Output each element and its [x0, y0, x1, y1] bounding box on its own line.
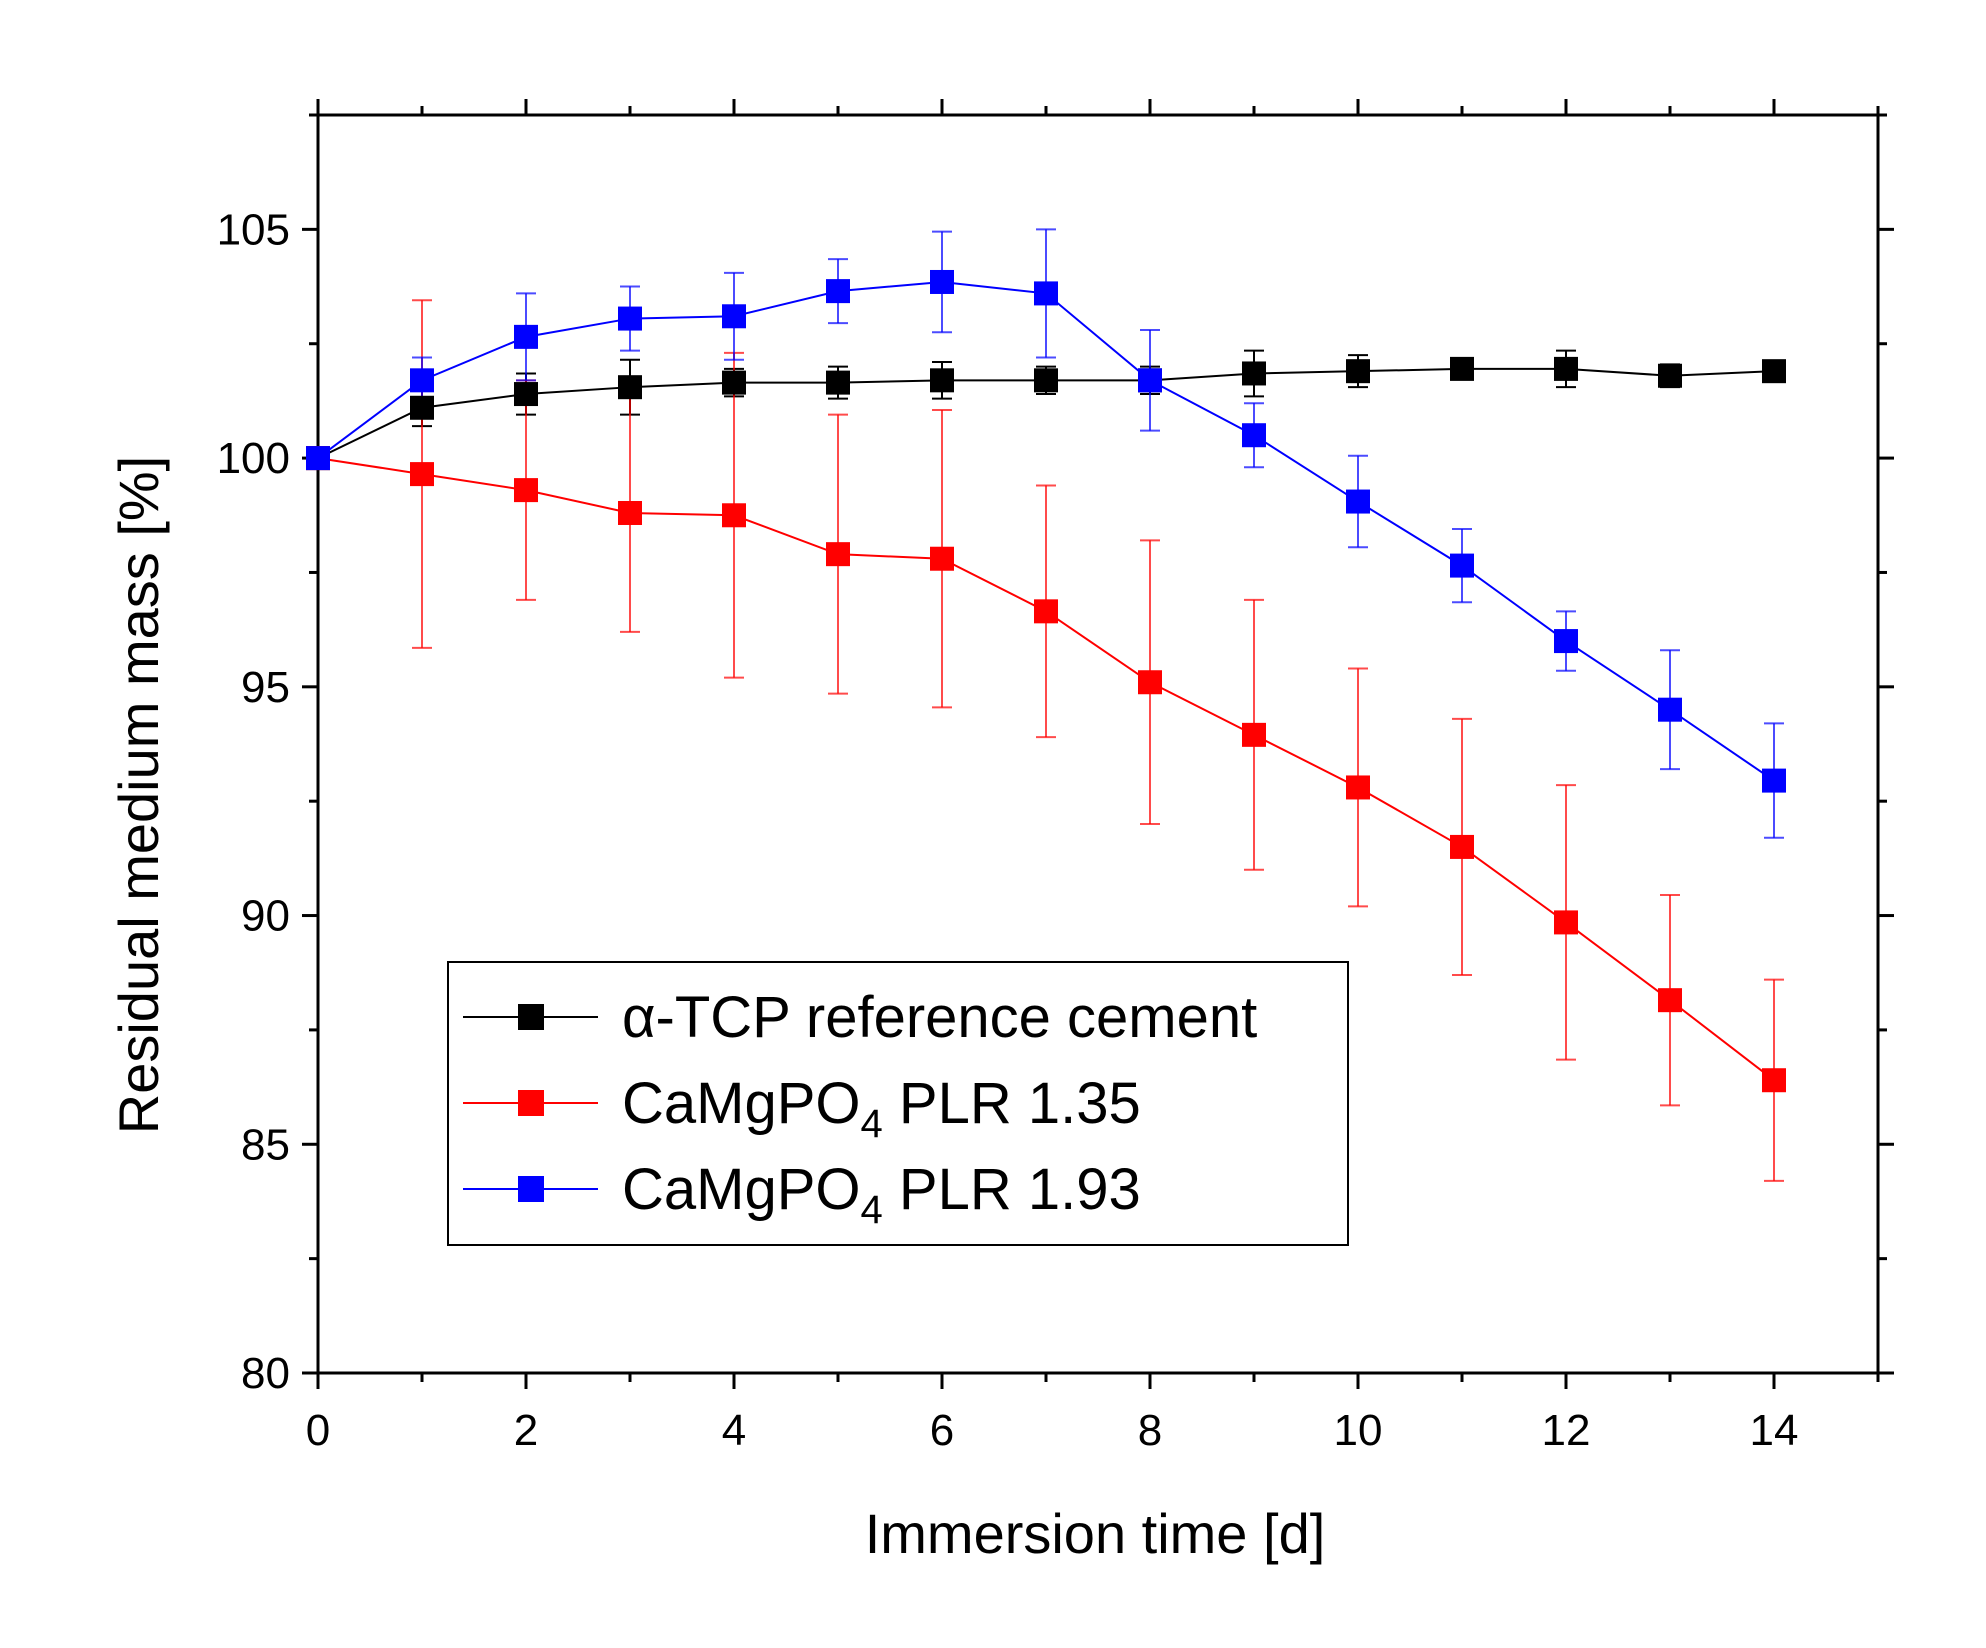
data-point-alpha-tcp — [1034, 368, 1058, 393]
data-point-plr-193 — [618, 306, 642, 331]
data-point-plr-135 — [1346, 775, 1370, 800]
data-point-plr-135 — [410, 462, 434, 487]
data-point-plr-193 — [1138, 368, 1162, 393]
legend-item-alpha-tcp: α-TCP reference cement — [463, 985, 1257, 1050]
y-tick-label: 80 — [241, 1349, 290, 1398]
x-tick-label: 6 — [930, 1406, 954, 1455]
legend-marker-alpha-tcp — [518, 1004, 544, 1030]
data-point-alpha-tcp — [1658, 363, 1682, 388]
data-point-plr-193 — [826, 279, 850, 304]
data-point-plr-135 — [618, 500, 642, 525]
data-point-plr-193 — [1554, 629, 1578, 654]
data-point-plr-135 — [1034, 599, 1058, 624]
data-point-alpha-tcp — [930, 368, 954, 393]
axes: 0 2 4 6 8 10 12 14 80 85 90 95 100 105 — [217, 99, 1894, 1455]
y-tick-label: 100 — [217, 434, 290, 483]
x-tick-label: 4 — [722, 1406, 746, 1455]
legend-label-alpha-tcp: α-TCP reference cement — [622, 985, 1257, 1050]
legend-item-plr-193: CaMgPO4 PLR 1.93 — [463, 1157, 1141, 1232]
x-tick-label: 14 — [1750, 1406, 1799, 1455]
data-point-plr-193 — [1658, 697, 1682, 722]
series-markers-plr-193 — [306, 269, 1786, 793]
data-point-plr-193 — [514, 324, 538, 349]
data-point-alpha-tcp — [514, 382, 538, 407]
plot-area — [316, 113, 1880, 1375]
legend-label-plr-193: CaMgPO4 PLR 1.93 — [622, 1157, 1141, 1232]
data-point-alpha-tcp — [1450, 356, 1474, 381]
data-point-plr-135 — [722, 503, 746, 528]
data-point-alpha-tcp — [618, 375, 642, 400]
series-markers-plr-135 — [306, 446, 1786, 1093]
data-point-alpha-tcp — [1762, 359, 1786, 384]
y-axis-label: Residual medium mass [%] — [107, 456, 170, 1134]
data-point-plr-193 — [1242, 423, 1266, 448]
plot-frame — [316, 113, 1880, 1375]
data-point-alpha-tcp — [826, 370, 850, 395]
data-point-plr-135 — [930, 546, 954, 571]
data-point-alpha-tcp — [410, 395, 434, 420]
series-layer — [306, 228, 1786, 1182]
data-point-alpha-tcp — [1554, 356, 1578, 381]
data-point-plr-193 — [930, 269, 954, 294]
data-point-alpha-tcp — [722, 370, 746, 395]
series-plr-193 — [317, 228, 1784, 839]
data-point-plr-193 — [1346, 489, 1370, 514]
legend: α-TCP reference cement CaMgPO4 PLR 1.35 Ca… — [447, 961, 1349, 1246]
y-tick-label: 95 — [241, 663, 290, 712]
data-point-plr-193 — [722, 304, 746, 329]
data-point-alpha-tcp — [1242, 361, 1266, 386]
data-point-plr-193 — [1762, 768, 1786, 793]
data-point-plr-193 — [1034, 281, 1058, 306]
data-point-plr-135 — [1138, 670, 1162, 695]
x-tick-label: 2 — [514, 1406, 538, 1455]
y-tick-label: 85 — [241, 1120, 290, 1169]
legend-marker-plr-135 — [518, 1090, 544, 1116]
data-point-plr-193 — [410, 368, 434, 393]
x-tick-label: 8 — [1138, 1406, 1162, 1455]
data-point-plr-135 — [514, 478, 538, 503]
data-point-plr-135 — [1762, 1068, 1786, 1093]
legend-item-plr-135: CaMgPO4 PLR 1.35 — [463, 1071, 1141, 1146]
x-tick-label: 10 — [1334, 1406, 1383, 1455]
data-point-plr-135 — [1450, 834, 1474, 859]
x-tick-label: 12 — [1542, 1406, 1591, 1455]
data-point-plr-193 — [306, 446, 330, 471]
legend-marker-plr-193 — [518, 1176, 544, 1202]
data-point-plr-135 — [1554, 910, 1578, 935]
x-tick-label: 0 — [306, 1406, 330, 1455]
data-point-alpha-tcp — [1346, 359, 1370, 384]
legend-label-plr-135: CaMgPO4 PLR 1.35 — [622, 1071, 1141, 1146]
data-point-plr-193 — [1450, 553, 1474, 578]
data-point-plr-135 — [1658, 988, 1682, 1013]
y-tick-label: 105 — [217, 205, 290, 254]
data-point-plr-135 — [1242, 722, 1266, 747]
x-axis-label: Immersion time [d] — [865, 1502, 1326, 1565]
y-tick-label: 90 — [241, 892, 290, 941]
data-point-plr-135 — [826, 542, 850, 567]
